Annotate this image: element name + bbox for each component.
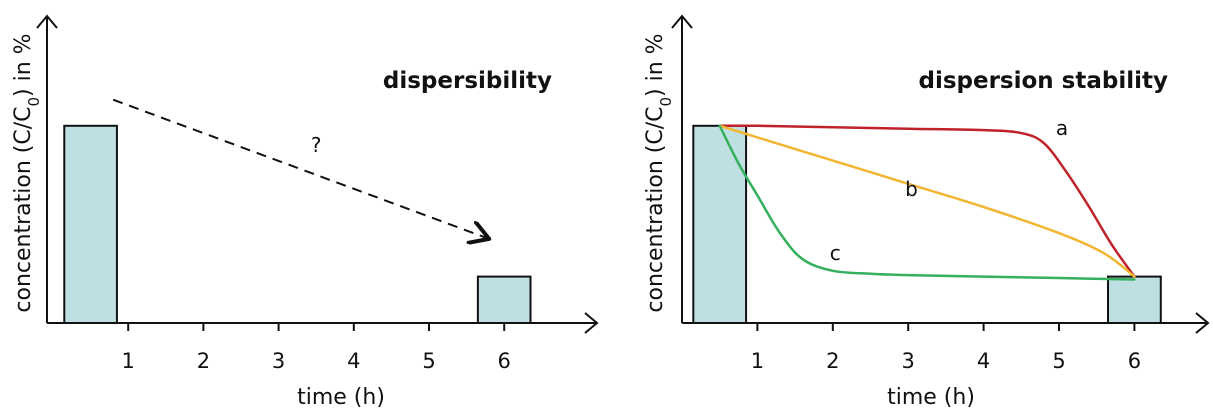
x-tick-label-0-2: 3 bbox=[272, 349, 285, 373]
y-axis-title-1: concentration (C/C0) in % bbox=[643, 33, 675, 312]
series-label-b: b bbox=[905, 177, 918, 201]
series-label-c: c bbox=[830, 241, 841, 265]
x-tick-label-1-5: 6 bbox=[1128, 349, 1141, 373]
y-axis-title-suffix-1: ) in % bbox=[643, 33, 668, 97]
x-tick-label-0-4: 5 bbox=[422, 349, 435, 373]
x-tick-label-0-1: 2 bbox=[197, 349, 210, 373]
x-tick-label-1-3: 4 bbox=[977, 349, 990, 373]
x-axis-title-0: time (h) bbox=[297, 385, 385, 410]
bar-1-1 bbox=[1107, 275, 1162, 325]
y-axis-title-main-0: concentration (C/C bbox=[11, 107, 36, 313]
series-line-c bbox=[718, 124, 1136, 281]
x-tick-label-1-0: 1 bbox=[751, 349, 764, 373]
x-tick-label-1-4: 5 bbox=[1052, 349, 1065, 373]
y-axis-title-suffix-0: ) in % bbox=[11, 33, 36, 97]
series-line-a bbox=[718, 124, 1136, 278]
series-line-b bbox=[718, 124, 1136, 278]
x-tick-label-0-0: 1 bbox=[122, 349, 135, 373]
y-axis-title-subscript-1: 0 bbox=[657, 97, 675, 107]
y-axis-title-0: concentration (C/C0) in % bbox=[11, 33, 43, 312]
x-tick-label-0-3: 4 bbox=[347, 349, 360, 373]
y-axis-arrowhead-0 bbox=[36, 14, 58, 29]
bar-1-0 bbox=[692, 124, 748, 324]
trend-arrow bbox=[112, 98, 489, 239]
x-axis-title-1: time (h) bbox=[887, 385, 975, 410]
bar-0-0 bbox=[63, 124, 118, 324]
y-axis-title-subscript-0: 0 bbox=[25, 97, 43, 107]
bar-0-1 bbox=[476, 275, 532, 325]
question-mark-label: ? bbox=[311, 133, 322, 157]
series-label-a: a bbox=[1056, 116, 1068, 140]
y-axis-arrowhead-1 bbox=[671, 14, 693, 29]
x-tick-label-0-5: 6 bbox=[498, 349, 511, 373]
panel-title-1: dispersion stability bbox=[918, 68, 1168, 94]
x-tick-label-1-2: 3 bbox=[902, 349, 915, 373]
x-axis-arrowhead-1 bbox=[1195, 312, 1210, 334]
panel-title-0: dispersibility bbox=[383, 68, 552, 94]
y-axis-title-main-1: concentration (C/C bbox=[643, 107, 668, 313]
x-tick-label-1-1: 2 bbox=[826, 349, 839, 373]
x-axis-arrowhead-0 bbox=[584, 312, 599, 334]
